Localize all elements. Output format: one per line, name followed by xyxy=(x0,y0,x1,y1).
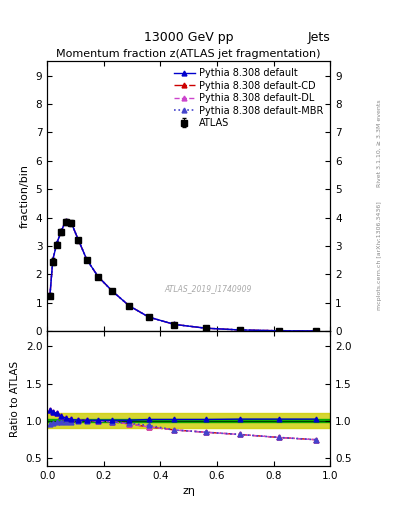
Text: mcplots.cern.ch [arXiv:1306.3436]: mcplots.cern.ch [arXiv:1306.3436] xyxy=(377,202,382,310)
Pythia 8.308 default-MBR xyxy=(203,325,208,331)
Pythia 8.308 default xyxy=(55,240,59,246)
Bar xyxy=(47,414,330,429)
Pythia 8.308 default-MBR xyxy=(69,220,73,226)
Pythia 8.308 default-MBR xyxy=(59,228,64,234)
Text: Rivet 3.1.10, ≥ 3.3M events: Rivet 3.1.10, ≥ 3.3M events xyxy=(377,99,382,187)
Pythia 8.308 default-DL xyxy=(110,288,115,294)
Pythia 8.308 default xyxy=(63,218,68,224)
Pythia 8.308 default-DL xyxy=(63,218,68,224)
Pythia 8.308 default-CD xyxy=(237,327,242,333)
Line: Pythia 8.308 default-DL: Pythia 8.308 default-DL xyxy=(48,219,318,333)
Pythia 8.308 default-DL xyxy=(76,237,81,243)
Pythia 8.308 default xyxy=(203,325,208,331)
Pythia 8.308 default-CD xyxy=(96,273,101,280)
Pythia 8.308 default-DL xyxy=(127,303,132,309)
Pythia 8.308 default-CD xyxy=(127,303,132,309)
Pythia 8.308 default-DL xyxy=(50,257,55,263)
Pythia 8.308 default-MBR xyxy=(127,303,132,309)
Pythia 8.308 default-CD xyxy=(314,328,318,334)
Pythia 8.308 default-MBR xyxy=(110,288,115,294)
Pythia 8.308 default-DL xyxy=(277,328,281,334)
Pythia 8.308 default xyxy=(147,314,151,321)
Pythia 8.308 default-DL xyxy=(84,257,89,263)
Pythia 8.308 default-DL xyxy=(96,273,101,280)
Pythia 8.308 default-CD xyxy=(172,322,177,328)
Pythia 8.308 default xyxy=(48,292,52,298)
Pythia 8.308 default-CD xyxy=(69,220,73,226)
Pythia 8.308 default-MBR xyxy=(237,327,242,333)
Y-axis label: Ratio to ATLAS: Ratio to ATLAS xyxy=(10,360,20,437)
Pythia 8.308 default xyxy=(50,257,55,263)
Pythia 8.308 default-DL xyxy=(69,220,73,226)
Pythia 8.308 default-MBR xyxy=(172,322,177,328)
Line: Pythia 8.308 default-CD: Pythia 8.308 default-CD xyxy=(48,219,318,333)
Pythia 8.308 default-MBR xyxy=(50,257,55,263)
Pythia 8.308 default-CD xyxy=(76,237,81,243)
Y-axis label: fraction/bin: fraction/bin xyxy=(20,164,30,228)
Pythia 8.308 default-CD xyxy=(277,328,281,334)
Pythia 8.308 default-DL xyxy=(48,292,52,298)
Pythia 8.308 default-CD xyxy=(59,228,64,234)
Line: Pythia 8.308 default-MBR: Pythia 8.308 default-MBR xyxy=(48,219,318,333)
Pythia 8.308 default-MBR xyxy=(76,237,81,243)
Pythia 8.308 default-DL xyxy=(147,314,151,321)
Text: Jets: Jets xyxy=(307,31,330,44)
Pythia 8.308 default-CD xyxy=(84,257,89,263)
Pythia 8.308 default-CD xyxy=(110,288,115,294)
Pythia 8.308 default xyxy=(172,322,177,328)
Pythia 8.308 default-CD xyxy=(63,218,68,224)
Pythia 8.308 default-CD xyxy=(55,240,59,246)
Pythia 8.308 default-DL xyxy=(172,322,177,328)
Pythia 8.308 default-MBR xyxy=(96,273,101,280)
Pythia 8.308 default xyxy=(59,228,64,234)
Pythia 8.308 default-CD xyxy=(48,292,52,298)
Pythia 8.308 default-DL xyxy=(55,240,59,246)
Pythia 8.308 default-MBR xyxy=(147,314,151,321)
Pythia 8.308 default-DL xyxy=(59,228,64,234)
Pythia 8.308 default-MBR xyxy=(48,292,52,298)
Pythia 8.308 default-MBR xyxy=(55,240,59,246)
Text: ATLAS_2019_I1740909: ATLAS_2019_I1740909 xyxy=(165,284,252,293)
Pythia 8.308 default-DL xyxy=(314,328,318,334)
Pythia 8.308 default-MBR xyxy=(63,218,68,224)
Pythia 8.308 default-MBR xyxy=(314,328,318,334)
Pythia 8.308 default xyxy=(314,328,318,334)
Pythia 8.308 default-MBR xyxy=(277,328,281,334)
Pythia 8.308 default xyxy=(110,288,115,294)
Legend: Pythia 8.308 default, Pythia 8.308 default-CD, Pythia 8.308 default-DL, Pythia 8: Pythia 8.308 default, Pythia 8.308 defau… xyxy=(172,66,325,130)
Title: Momentum fraction z(ATLAS jet fragmentation): Momentum fraction z(ATLAS jet fragmentat… xyxy=(56,49,321,59)
X-axis label: zη: zη xyxy=(182,486,195,496)
Pythia 8.308 default xyxy=(84,257,89,263)
Line: Pythia 8.308 default: Pythia 8.308 default xyxy=(48,219,318,333)
Pythia 8.308 default-DL xyxy=(203,325,208,331)
Pythia 8.308 default xyxy=(237,327,242,333)
Pythia 8.308 default-DL xyxy=(237,327,242,333)
Bar xyxy=(47,419,330,422)
Pythia 8.308 default-CD xyxy=(203,325,208,331)
Pythia 8.308 default xyxy=(96,273,101,280)
Pythia 8.308 default-CD xyxy=(147,314,151,321)
Pythia 8.308 default xyxy=(277,328,281,334)
Pythia 8.308 default xyxy=(127,303,132,309)
Pythia 8.308 default xyxy=(76,237,81,243)
Text: 13000 GeV pp: 13000 GeV pp xyxy=(144,31,233,44)
Pythia 8.308 default xyxy=(69,220,73,226)
Pythia 8.308 default-CD xyxy=(50,257,55,263)
Pythia 8.308 default-MBR xyxy=(84,257,89,263)
